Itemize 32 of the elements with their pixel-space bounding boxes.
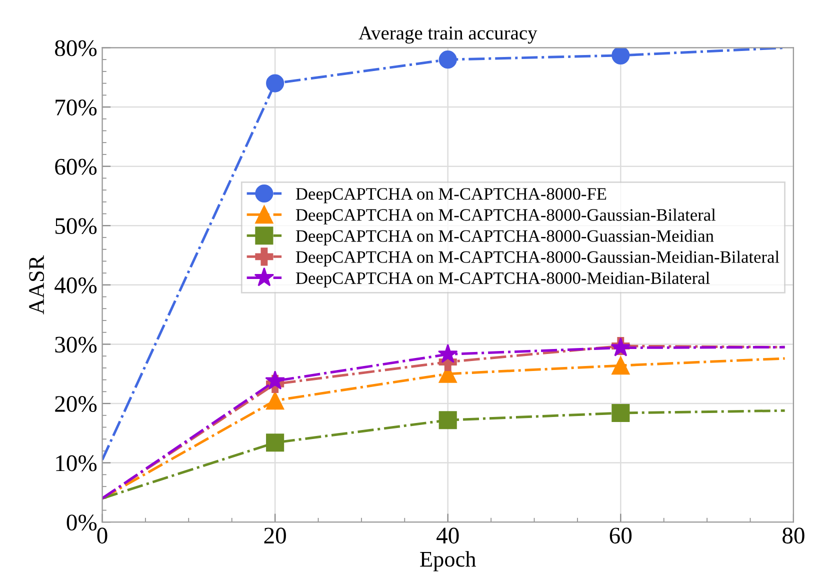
x-tick-label: 20 (264, 528, 286, 544)
y-tick-label: 0% (66, 514, 97, 531)
x-tick-label: 0 (97, 528, 108, 544)
x-axis-title: Epoch (420, 551, 476, 572)
point (266, 74, 284, 92)
legend-label: DeepCAPTCHA on M-CAPTCHA-8000-Guassian-Meidian (296, 230, 714, 246)
legend-label: DeepCAPTCHA on M-CAPTCHA-8000-Meidian-Bilateral (296, 272, 710, 288)
legend-label: DeepCAPTCHA on M-CAPTCHA-8000-Gaussian-Bilateral (296, 208, 716, 224)
y-tick-label: 80% (55, 40, 97, 56)
point (266, 434, 284, 452)
point (612, 404, 630, 422)
y-tick-label: 10% (56, 455, 97, 472)
point (266, 392, 284, 410)
y-tick-label: 70% (56, 100, 97, 116)
legend-label: DeepCAPTCHA on M-CAPTCHA-8000-Gaussian-Meidian-Bilateral (296, 250, 780, 266)
x-tick-label: 80 (782, 528, 804, 544)
y-tick-label: 20% (55, 396, 97, 412)
x-tick-label: 60 (610, 528, 632, 544)
y-tick-label: 60% (55, 158, 97, 175)
point (438, 50, 457, 69)
y-axis-title: AASR (29, 255, 44, 314)
chart-title: Average train accuracy (358, 26, 538, 44)
point (612, 356, 630, 375)
point (265, 370, 285, 390)
point (438, 411, 457, 430)
legend-label: DeepCAPTCHA on M-CAPTCHA-8000-FE (296, 188, 606, 204)
point (438, 344, 458, 363)
point (612, 48, 630, 64)
y-tick-label: 30% (55, 336, 97, 353)
y-tick-label: 40% (54, 277, 97, 294)
x-tick-label: 40 (436, 528, 459, 544)
y-tick-label: 50% (55, 218, 97, 234)
